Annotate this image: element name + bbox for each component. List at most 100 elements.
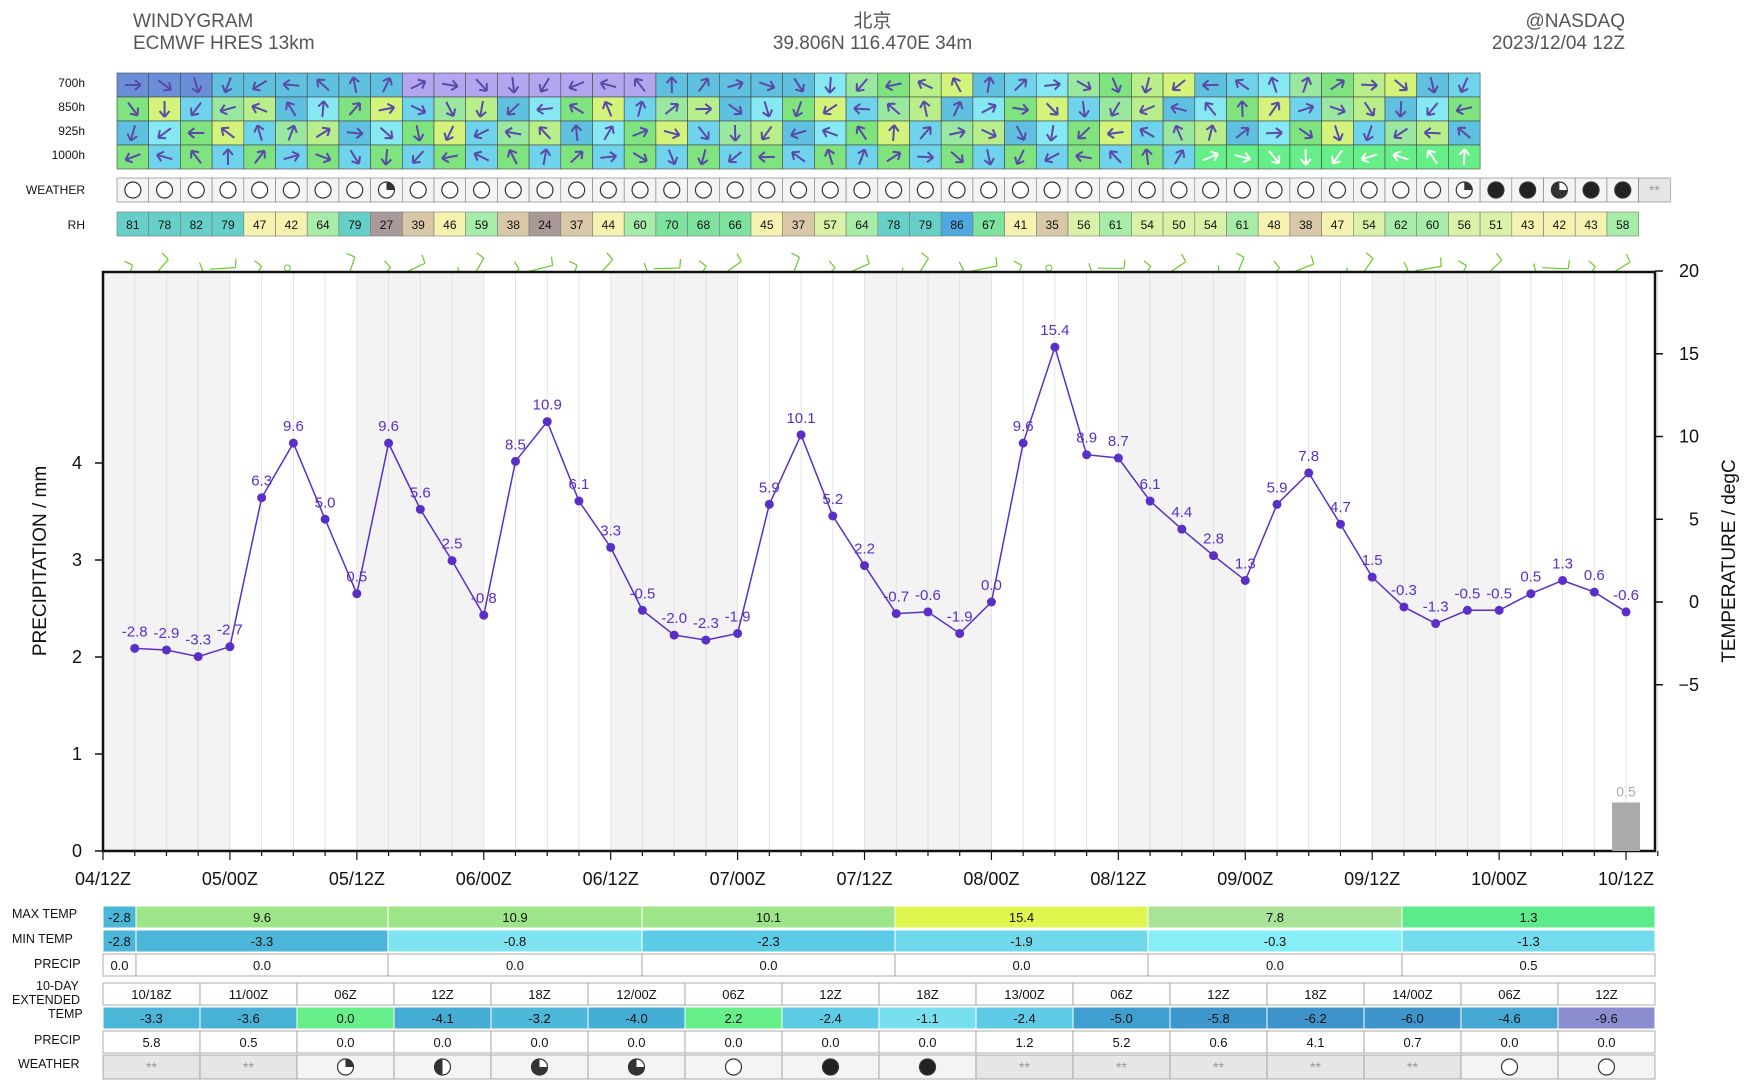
wind-arrow-icon: [538, 77, 550, 93]
rh-cell: [1511, 211, 1544, 237]
rh-value: 24: [538, 218, 552, 232]
clear-icon: [1170, 181, 1188, 199]
clear-icon: [1106, 181, 1125, 199]
ext-precip: 0.0: [724, 1035, 742, 1050]
arrow-shape: [126, 125, 138, 142]
wind-arrow-icon: [251, 102, 268, 114]
wind-arrow-icon: [346, 127, 364, 139]
arrow-shape: [823, 148, 835, 165]
wind-arrow-icon: [1109, 101, 1121, 117]
min-temp-value: -0.3: [1264, 934, 1286, 949]
temperature-label: 0.5: [346, 569, 367, 586]
wind-arrow-icon: [1331, 149, 1343, 165]
rh-value: 54: [1362, 218, 1376, 232]
min-temp-value: -0.8: [504, 934, 526, 949]
weather-cell: [1638, 177, 1671, 203]
clear-icon: [536, 181, 554, 199]
wind-arrow-icon: [664, 102, 680, 115]
rh-value: 61: [1236, 218, 1250, 232]
partly-cloudy-fill: [345, 1059, 354, 1067]
temperature-point: [1335, 519, 1345, 529]
wind-arrow-icon: [158, 101, 171, 118]
wind-arrow-icon: [758, 80, 776, 92]
wind-arrow-icon: [729, 124, 741, 142]
wind-arrow-icon: [600, 150, 618, 163]
wind-arrow-icon: [1076, 80, 1092, 92]
wind-arrow-icon: [187, 127, 205, 139]
ext-temp: -6.2: [1304, 1011, 1326, 1026]
wind-arrow-icon: [1205, 124, 1217, 142]
wind-arrow-icon: [410, 104, 427, 116]
y2-tick-label: 0: [1689, 592, 1699, 612]
temperature-label: -2.9: [154, 625, 180, 642]
barb-shape: [527, 256, 554, 273]
arrow-shape: [697, 126, 710, 141]
ext-precip: 0.5: [239, 1035, 257, 1050]
clear-icon: [1500, 1058, 1519, 1076]
arrow-shape: [855, 78, 868, 93]
wind-arrow-icon: [507, 76, 520, 94]
temperature-point: [130, 643, 140, 653]
wind-arrow-icon: [349, 149, 362, 165]
ext-weather-cell: [199, 1054, 298, 1080]
temperature-point: [1367, 572, 1377, 582]
arrow-shape: [762, 101, 774, 118]
wind-arrow-icon: [949, 126, 966, 139]
wind-arrow-icon: [253, 124, 265, 141]
rh-value: 78: [887, 218, 901, 232]
wind-arrow-icon: [1332, 125, 1344, 142]
arrow-shape: [728, 103, 743, 116]
wind-arrow-icon: [156, 150, 173, 162]
rh-value: 51: [1489, 218, 1503, 232]
wind-arrow-icon: [317, 100, 330, 118]
wind-arrow-icon: [1268, 101, 1281, 117]
arrow-shape: [1268, 150, 1281, 165]
temperature-point: [1431, 619, 1441, 629]
precip-value: 0.0: [253, 958, 271, 973]
arrow-shape: [1014, 149, 1025, 166]
clear-icon: [251, 181, 269, 199]
weather-row: **: [116, 177, 1671, 203]
ext-temp: -4.0: [625, 1011, 647, 1026]
snow-icon: **: [1213, 1059, 1224, 1075]
rh-cell: [148, 211, 181, 237]
arrow-shape: [1076, 80, 1092, 92]
arrow-shape: [949, 126, 966, 139]
wind-arrow-icon: [1268, 150, 1281, 165]
precip-label: PRECIP: [34, 957, 81, 971]
rh-cell: [1353, 211, 1386, 237]
arrow-shape: [821, 126, 839, 138]
barb-shape: [1097, 259, 1126, 270]
wind-arrow-icon: [950, 150, 965, 164]
arrow-shape: [445, 101, 457, 118]
arrow-shape: [1111, 77, 1122, 94]
wind-arrow-icon: [824, 76, 836, 94]
arrow-shape: [729, 124, 741, 142]
wind-cell: [687, 144, 720, 170]
wind-cell: [1194, 120, 1227, 146]
wind-arrow-icon: [791, 150, 806, 163]
wind-arrow-icon: [506, 148, 518, 165]
rh-row-label: RH: [67, 218, 85, 232]
wind-arrow-icon: [758, 151, 775, 163]
wind-level-grid: [116, 72, 1481, 170]
temperature-point: [479, 610, 489, 620]
arrow-shape: [1205, 124, 1217, 142]
snow-icon: **: [1649, 182, 1660, 198]
ext-time: 12Z: [1595, 987, 1617, 1002]
temperature-label: 2.8: [1203, 531, 1224, 548]
arrow-shape: [411, 150, 425, 164]
temperature-line: [134, 344, 1627, 658]
rh-value: 78: [158, 218, 172, 232]
level-label-700: 700h: [58, 76, 85, 90]
clear-icon: [1360, 181, 1378, 199]
arrow-shape: [727, 78, 744, 90]
rh-cell: [370, 211, 403, 237]
arrow-shape: [475, 100, 487, 118]
y2-tick-label: −5: [1678, 675, 1699, 695]
temperature-label: 0.5: [1520, 569, 1541, 586]
clear-icon: [726, 181, 744, 199]
rh-cell: [1574, 211, 1608, 237]
wind-arrow-icon: [1015, 125, 1027, 141]
partly-cloudy-fill: [1464, 182, 1473, 190]
